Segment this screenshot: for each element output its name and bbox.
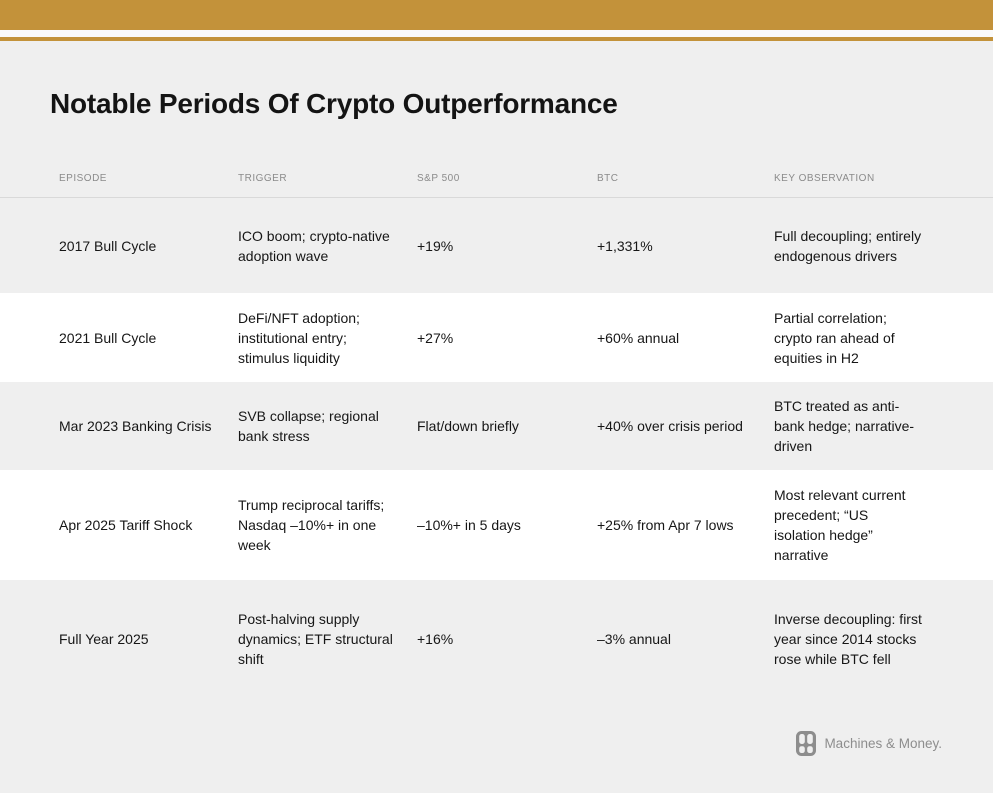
column-header-key-observation: KEY OBSERVATION — [774, 172, 875, 184]
brand-footer: Machines & Money. — [0, 731, 942, 756]
observation-cell: BTC treated as anti-bank hedge; narrativ… — [774, 398, 915, 454]
observation-cell: Inverse decoupling: first year since 201… — [774, 611, 922, 667]
trigger-cell: DeFi/NFT adoption; institutional entry; … — [238, 309, 360, 366]
btc-cell: +40% over crisis period — [597, 418, 743, 434]
brand-name: Machines & Money. — [824, 736, 942, 751]
machines-money-logo-icon — [796, 731, 817, 756]
episode-cell: Full Year 2025 — [59, 631, 149, 647]
btc-cell: +60% annual — [597, 329, 680, 346]
trigger-cell: Trump reciprocal tariffs; Nasdaq –10%+ i… — [238, 497, 385, 553]
episode-cell: Mar 2023 Banking Crisis — [59, 418, 212, 434]
table-row: 2017 Bull Cycle ICO boom; crypto-native … — [0, 198, 993, 293]
observation-cell: Full decoupling; entirely endogenous dri… — [774, 227, 922, 264]
table-header-row: EPISODE TRIGGER S&P 500 BTC KEY OBSERVAT… — [0, 160, 993, 198]
btc-cell: +25% from Apr 7 lows — [597, 517, 734, 533]
trigger-cell: Post-halving supply dynamics; ETF struct… — [238, 611, 393, 667]
sp500-cell: –10%+ in 5 days — [417, 517, 521, 533]
table-row: Mar 2023 Banking Crisis SVB collapse; re… — [0, 382, 993, 470]
column-header-episode: EPISODE — [59, 172, 107, 184]
table-body: 2017 Bull Cycle ICO boom; crypto-native … — [0, 198, 993, 698]
btc-cell: –3% annual — [597, 631, 671, 647]
column-header-sp500: S&P 500 — [417, 172, 460, 184]
page-title: Notable Periods Of Crypto Outperformance — [50, 88, 618, 119]
episode-cell: Apr 2025 Tariff Shock — [59, 517, 193, 533]
observation-cell: Most relevant current precedent; “US iso… — [774, 487, 906, 563]
trigger-cell: SVB collapse; regional bank stress — [238, 408, 379, 444]
episode-cell: 2021 Bull Cycle — [59, 329, 157, 346]
table-row: Full Year 2025 Post-halving supply dynam… — [0, 580, 993, 698]
top-gold-bar — [0, 0, 993, 30]
sp500-cell: +27% — [417, 329, 454, 346]
column-header-btc: BTC — [597, 172, 619, 184]
episode-cell: 2017 Bull Cycle — [59, 237, 157, 254]
outperformance-table: EPISODE TRIGGER S&P 500 BTC KEY OBSERVAT… — [0, 160, 993, 698]
sp500-cell: Flat/down briefly — [417, 418, 519, 434]
top-divider-gap — [0, 30, 993, 37]
sp500-cell: +16% — [417, 631, 454, 647]
observation-cell: Partial correlation; crypto ran ahead of… — [774, 309, 895, 366]
column-header-trigger: TRIGGER — [238, 172, 288, 184]
top-gold-line — [0, 37, 993, 41]
table-row: 2021 Bull Cycle DeFi/NFT adoption; insti… — [0, 293, 993, 382]
trigger-cell: ICO boom; crypto-native adoption wave — [238, 227, 390, 264]
sp500-cell: +19% — [417, 237, 454, 254]
table-row: Apr 2025 Tariff Shock Trump reciprocal t… — [0, 470, 993, 580]
btc-cell: +1,331% — [597, 237, 653, 254]
